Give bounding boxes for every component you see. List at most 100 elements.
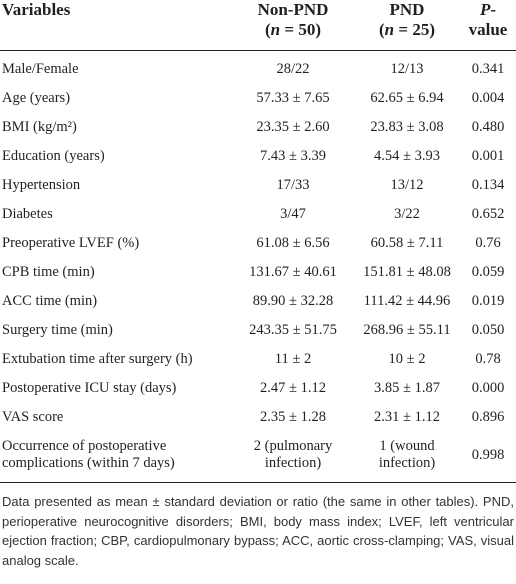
table-row: Male/Female 28/22 12/13 0.341 xyxy=(0,51,516,85)
cell: 243.35 ± 51.75 xyxy=(249,322,337,338)
header-text: n xyxy=(270,20,281,39)
column-header: P-value xyxy=(460,0,516,51)
row-label: Postoperative ICU stay (days) xyxy=(2,380,177,396)
cell: 268.96 ± 55.11 xyxy=(363,322,451,338)
header-text: ( xyxy=(379,20,385,39)
row-label: Diabetes xyxy=(2,206,53,222)
table-row: Occurrence of postoperative complication… xyxy=(0,432,516,483)
table-row: Diabetes 3/47 3/22 0.652 xyxy=(0,200,516,229)
cell: 111.42 ± 44.96 xyxy=(363,293,451,309)
cell: 0.480 xyxy=(471,119,505,135)
header-text: n xyxy=(384,20,395,39)
table-row: Preoperative LVEF (%) 61.08 ± 6.56 60.58 ±… xyxy=(0,229,516,258)
cell: 11 ± 2 xyxy=(274,351,312,367)
table-row: Surgery time (min) 243.35 ± 51.75 268.96 ±… xyxy=(0,316,516,345)
table-row: CPB time (min) 131.67 ± 40.61 151.81 ± 48.… xyxy=(0,258,516,287)
cell: 10 ± 2 xyxy=(388,351,426,367)
cell: 0.019 xyxy=(471,293,505,309)
row-label: Occurrence of postoperative complication… xyxy=(0,432,232,483)
column-header: Variables xyxy=(0,0,232,51)
cell: 2.35 ± 1.28 xyxy=(260,409,326,425)
row-label: Education (years) xyxy=(2,148,105,164)
data-table: Variables Non-PND (n = 50) PND (n = 25) P-val… xyxy=(0,0,516,483)
cell: 13/12 xyxy=(390,177,424,193)
table-row: Hypertension 17/33 13/12 0.134 xyxy=(0,171,516,200)
row-label: ACC time (min) xyxy=(2,293,98,309)
cell: 151.81 ± 48.08 xyxy=(363,264,451,280)
cell: 57.33 ± 7.65 xyxy=(256,90,330,106)
header-line: (n = 25) xyxy=(354,20,460,40)
row-label: Preoperative LVEF (%) xyxy=(2,235,140,251)
cell: 0.050 xyxy=(471,322,505,338)
table-row: Age (years) 57.33 ± 7.65 62.65 ± 6.94 0.004 xyxy=(0,84,516,113)
cell: 61.08 ± 6.56 xyxy=(256,235,330,251)
header-text: PND xyxy=(389,0,425,19)
header-line: Variables xyxy=(2,0,232,20)
cell: 3.85 ± 1.87 xyxy=(374,380,440,396)
cell: 0.341 xyxy=(471,61,505,77)
header-row: Variables Non-PND (n = 50) PND (n = 25) P-val… xyxy=(0,0,516,51)
header-text: ( xyxy=(265,20,271,39)
cell: 23.35 ± 2.60 xyxy=(256,119,330,135)
row-label: Extubation time after surgery (h) xyxy=(2,351,193,367)
header-line: (n = 50) xyxy=(232,20,354,40)
cell: 131.67 ± 40.61 xyxy=(249,264,337,280)
cell: 7.43 ± 3.39 xyxy=(260,148,326,164)
header-text: - xyxy=(490,0,497,19)
cell: 23.83 ± 3.08 xyxy=(370,119,444,135)
cell: 0.998 xyxy=(460,432,516,483)
cell: 4.54 ± 3.93 xyxy=(374,148,440,164)
cell: 0.76 xyxy=(475,235,501,251)
header-line: value xyxy=(460,20,516,40)
cell: 0.001 xyxy=(471,148,505,164)
cell: 2 (pulmonary infection) xyxy=(232,432,354,483)
row-label: Hypertension xyxy=(2,177,81,193)
cell: 0.004 xyxy=(471,90,505,106)
header-line: PND xyxy=(354,0,460,20)
row-label: Surgery time (min) xyxy=(2,322,113,338)
table-row: BMI (kg/m²) 23.35 ± 2.60 23.83 ± 3.08 0.480 xyxy=(0,113,516,142)
row-label: CPB time (min) xyxy=(2,264,95,280)
cell: 2.47 ± 1.12 xyxy=(260,380,326,396)
cell: 0.134 xyxy=(471,177,505,193)
cell: 0.059 xyxy=(471,264,505,280)
cell: 17/33 xyxy=(276,177,310,193)
cell: 60.58 ± 7.11 xyxy=(370,235,444,251)
table-row: VAS score 2.35 ± 1.28 2.31 ± 1.12 0.896 xyxy=(0,403,516,432)
table-row: Education (years) 7.43 ± 3.39 4.54 ± 3.93 0… xyxy=(0,142,516,171)
header-text: Variables xyxy=(2,0,71,19)
header-text: Non-PND xyxy=(257,0,329,19)
header-line: Non-PND xyxy=(232,0,354,20)
header-text: P xyxy=(479,0,491,19)
cell: 62.65 ± 6.94 xyxy=(370,90,444,106)
cell: 1 (wound infection) xyxy=(354,432,460,483)
header-text: value xyxy=(468,20,508,39)
table-body: Male/Female 28/22 12/13 0.341 Age (years) 57.… xyxy=(0,51,516,483)
column-header: PND (n = 25) xyxy=(354,0,460,51)
table-head: Variables Non-PND (n = 50) PND (n = 25) P-val… xyxy=(0,0,516,51)
cell: 0.896 xyxy=(471,409,505,425)
table-row: ACC time (min) 89.90 ± 32.28 111.42 ± 44.9… xyxy=(0,287,516,316)
header-text: = 50) xyxy=(280,20,321,39)
cell: 3/22 xyxy=(394,206,420,222)
header-line: P- xyxy=(460,0,516,20)
cell: 28/22 xyxy=(276,61,310,77)
cell: 12/13 xyxy=(390,61,424,77)
table-row: Postoperative ICU stay (days) 2.47 ± 1.12… xyxy=(0,374,516,403)
footnote: Data presented as mean ± standard deviat… xyxy=(2,494,514,568)
row-label: VAS score xyxy=(2,409,64,425)
row-label: BMI (kg/m²) xyxy=(2,119,77,135)
table-row: Extubation time after surgery (h) 11 ± 2 1… xyxy=(0,345,516,374)
row-label: Male/Female xyxy=(2,61,79,77)
cell: 89.90 ± 32.28 xyxy=(252,293,334,309)
cell: 0.000 xyxy=(471,380,505,396)
cell: 0.78 xyxy=(475,351,501,367)
cell: 3/47 xyxy=(280,206,306,222)
cell: 2.31 ± 1.12 xyxy=(374,409,440,425)
row-label: Age (years) xyxy=(2,90,71,106)
cell: 0.652 xyxy=(471,206,505,222)
header-text: = 25) xyxy=(394,20,435,39)
column-header: Non-PND (n = 50) xyxy=(232,0,354,51)
